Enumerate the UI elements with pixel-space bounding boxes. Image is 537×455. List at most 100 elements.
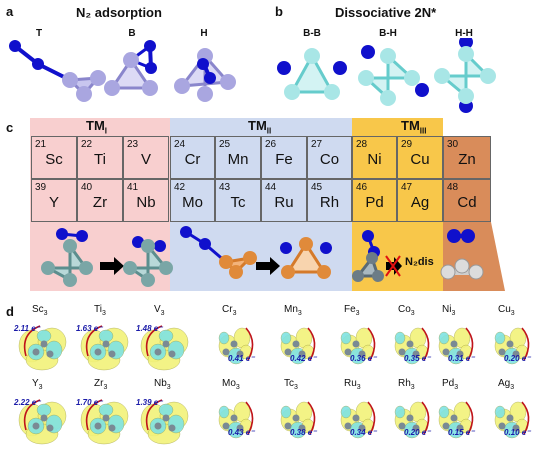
element-cell-Y: 39 Y: [31, 179, 77, 222]
element-cell-Rh: 45 Rh: [307, 179, 352, 222]
group-tm2-title: TMII: [248, 118, 272, 136]
charge-transfer-label-Co: 0.35 e⁻: [404, 354, 431, 363]
structure-T: [9, 40, 106, 102]
density-plot-Ti: Ti3 1.63 e⁻: [76, 304, 132, 376]
element-cell-Mo: 42 Mo: [170, 179, 215, 222]
density-blob-V: [140, 325, 189, 371]
density-blob-Co: [394, 327, 430, 365]
density-plot-Y: Y3 2.22 e⁻: [14, 378, 70, 450]
density-plot-Cu: Cu3 0.20 e⁻: [484, 304, 536, 376]
panel-b-title: Dissociative 2N*: [335, 5, 437, 20]
density-plot-Pd: Pd3 0.15 e⁻: [428, 378, 480, 450]
group-tm1-title: TMI: [86, 118, 108, 136]
density-blob-Sc: [18, 325, 67, 371]
panel-d-letter: d: [6, 304, 14, 319]
cluster-label-Ru: Ru3: [344, 378, 361, 391]
density-blob-Pd: [438, 401, 474, 439]
cluster-label-Tc: Tc3: [284, 378, 298, 391]
density-plot-Co: Co3 0.35 e⁻: [384, 304, 436, 376]
density-blob-Tc: [280, 401, 316, 439]
density-blob-Mo: [218, 401, 254, 439]
cluster-label-Zr: Zr3: [94, 378, 108, 391]
label-H: H: [200, 28, 208, 39]
tm2-mechanism: [180, 226, 332, 279]
density-blob-Cr: [218, 327, 254, 365]
charge-transfer-label-V: 1.48 e⁻: [136, 324, 163, 333]
element-cell-Co: 27 Co: [307, 136, 352, 179]
charge-transfer-label-Y: 2.22 e⁻: [14, 398, 41, 407]
element-cell-Ag: 47 Ag: [397, 179, 443, 222]
element-cell-Zr: 40 Zr: [77, 179, 123, 222]
element-cell-Ru: 44 Ru: [261, 179, 307, 222]
element-cell-Ni: 28 Ni: [352, 136, 397, 179]
panel-a-structures: [9, 40, 236, 102]
element-cell-Ti: 22 Ti: [77, 136, 123, 179]
structure-B-H: [358, 45, 429, 106]
element-cell-Cu: 29 Cu: [397, 136, 443, 179]
charge-transfer-label-Nb: 1.39 e⁻: [136, 398, 163, 407]
element-cell-V: 23 V: [123, 136, 169, 179]
density-plot-Zr: Zr3 1.70 e⁻: [76, 378, 132, 450]
charge-transfer-label-Sc: 2.11 e⁻: [14, 324, 40, 333]
cluster-label-Ni: Ni3: [442, 304, 456, 317]
density-plot-Ag: Ag3 0.10 e⁻: [484, 378, 536, 450]
charge-transfer-label-Pd: 0.15 e⁻: [448, 428, 475, 437]
density-plot-Fe: Fe3 0.36 e⁻: [330, 304, 382, 376]
density-blob-Y: [18, 399, 67, 445]
cluster-label-Y: Y3: [32, 378, 43, 391]
cluster-label-Ag: Ag3: [498, 378, 515, 391]
cluster-label-Rh: Rh3: [398, 378, 415, 391]
element-cell-Tc: 43 Tc: [215, 179, 261, 222]
charge-transfer-label-Mo: 0.43 e⁻: [228, 428, 255, 437]
density-plot-Tc: Tc3 0.38 e⁻: [270, 378, 322, 450]
panel-b-structures: [277, 38, 496, 113]
density-blob-Ag: [494, 401, 530, 439]
cluster-label-Mo: Mo3: [222, 378, 240, 391]
panel-a-title: N₂ adsorption: [76, 5, 162, 20]
density-blob-Rh: [394, 401, 430, 439]
group-tm3-title: TMIII: [401, 118, 427, 136]
cluster-label-Ti: Ti3: [94, 304, 106, 317]
density-plot-Mn: Mn3 0.42 e⁻: [270, 304, 322, 376]
element-cell-Mn: 25 Mn: [215, 136, 261, 179]
charge-transfer-label-Fe: 0.36 e⁻: [350, 354, 377, 363]
panel-b-letter: b: [275, 4, 283, 19]
panel-a-letter: a: [6, 4, 14, 19]
element-cell-Cr: 24 Cr: [170, 136, 215, 179]
density-plot-Ni: Ni3 0.31 e⁻: [428, 304, 480, 376]
density-blob-Ni: [438, 327, 474, 365]
structure-B-B: [277, 48, 347, 100]
charge-transfer-label-Ru: 0.34 e⁻: [350, 428, 377, 437]
structure-H-H: [434, 38, 496, 113]
element-cell-Pd: 46 Pd: [352, 179, 397, 222]
charge-transfer-label-Cr: 0.41 e⁻: [228, 354, 255, 363]
charge-transfer-label-Ag: 0.10 e⁻: [504, 428, 531, 437]
charge-transfer-label-Cu: 0.20 e⁻: [504, 354, 531, 363]
density-plot-Rh: Rh3 0.20 e⁻: [384, 378, 436, 450]
density-plot-Sc: Sc3 2.11 e⁻: [14, 304, 70, 376]
charge-transfer-label-Tc: 0.38 e⁻: [290, 428, 317, 437]
element-cell-Fe: 26 Fe: [261, 136, 307, 179]
label-H-H: H-H: [455, 28, 473, 39]
label-B-B: B-B: [303, 28, 321, 39]
cluster-label-Mn: Mn3: [284, 304, 302, 317]
arrow-icon: [256, 257, 280, 275]
panel-c-letter: c: [6, 120, 14, 135]
label-T: T: [35, 28, 43, 39]
density-plot-V: V3 1.48 e⁻: [136, 304, 192, 376]
density-blob-Cu: [494, 327, 530, 365]
cluster-label-Sc: Sc3: [32, 304, 48, 317]
density-plot-Ru: Ru3 0.34 e⁻: [330, 378, 382, 450]
density-blob-Mn: [280, 327, 316, 365]
tm3-mechanism: [352, 230, 402, 282]
cluster-label-Cu: Cu3: [498, 304, 515, 317]
element-cell-Zn: 30 Zn: [443, 136, 491, 179]
charge-transfer-label-Rh: 0.20 e⁻: [404, 428, 431, 437]
cluster-label-Pd: Pd3: [442, 378, 459, 391]
element-cell-Sc: 21 Sc: [31, 136, 77, 179]
cluster-label-Cr: Cr3: [222, 304, 237, 317]
label-B-H: B-H: [379, 28, 397, 39]
arrow-icon: [100, 257, 124, 275]
density-plot-Mo: Mo3 0.43 e⁻: [208, 378, 260, 450]
panel-c-mechanisms: [41, 226, 484, 287]
